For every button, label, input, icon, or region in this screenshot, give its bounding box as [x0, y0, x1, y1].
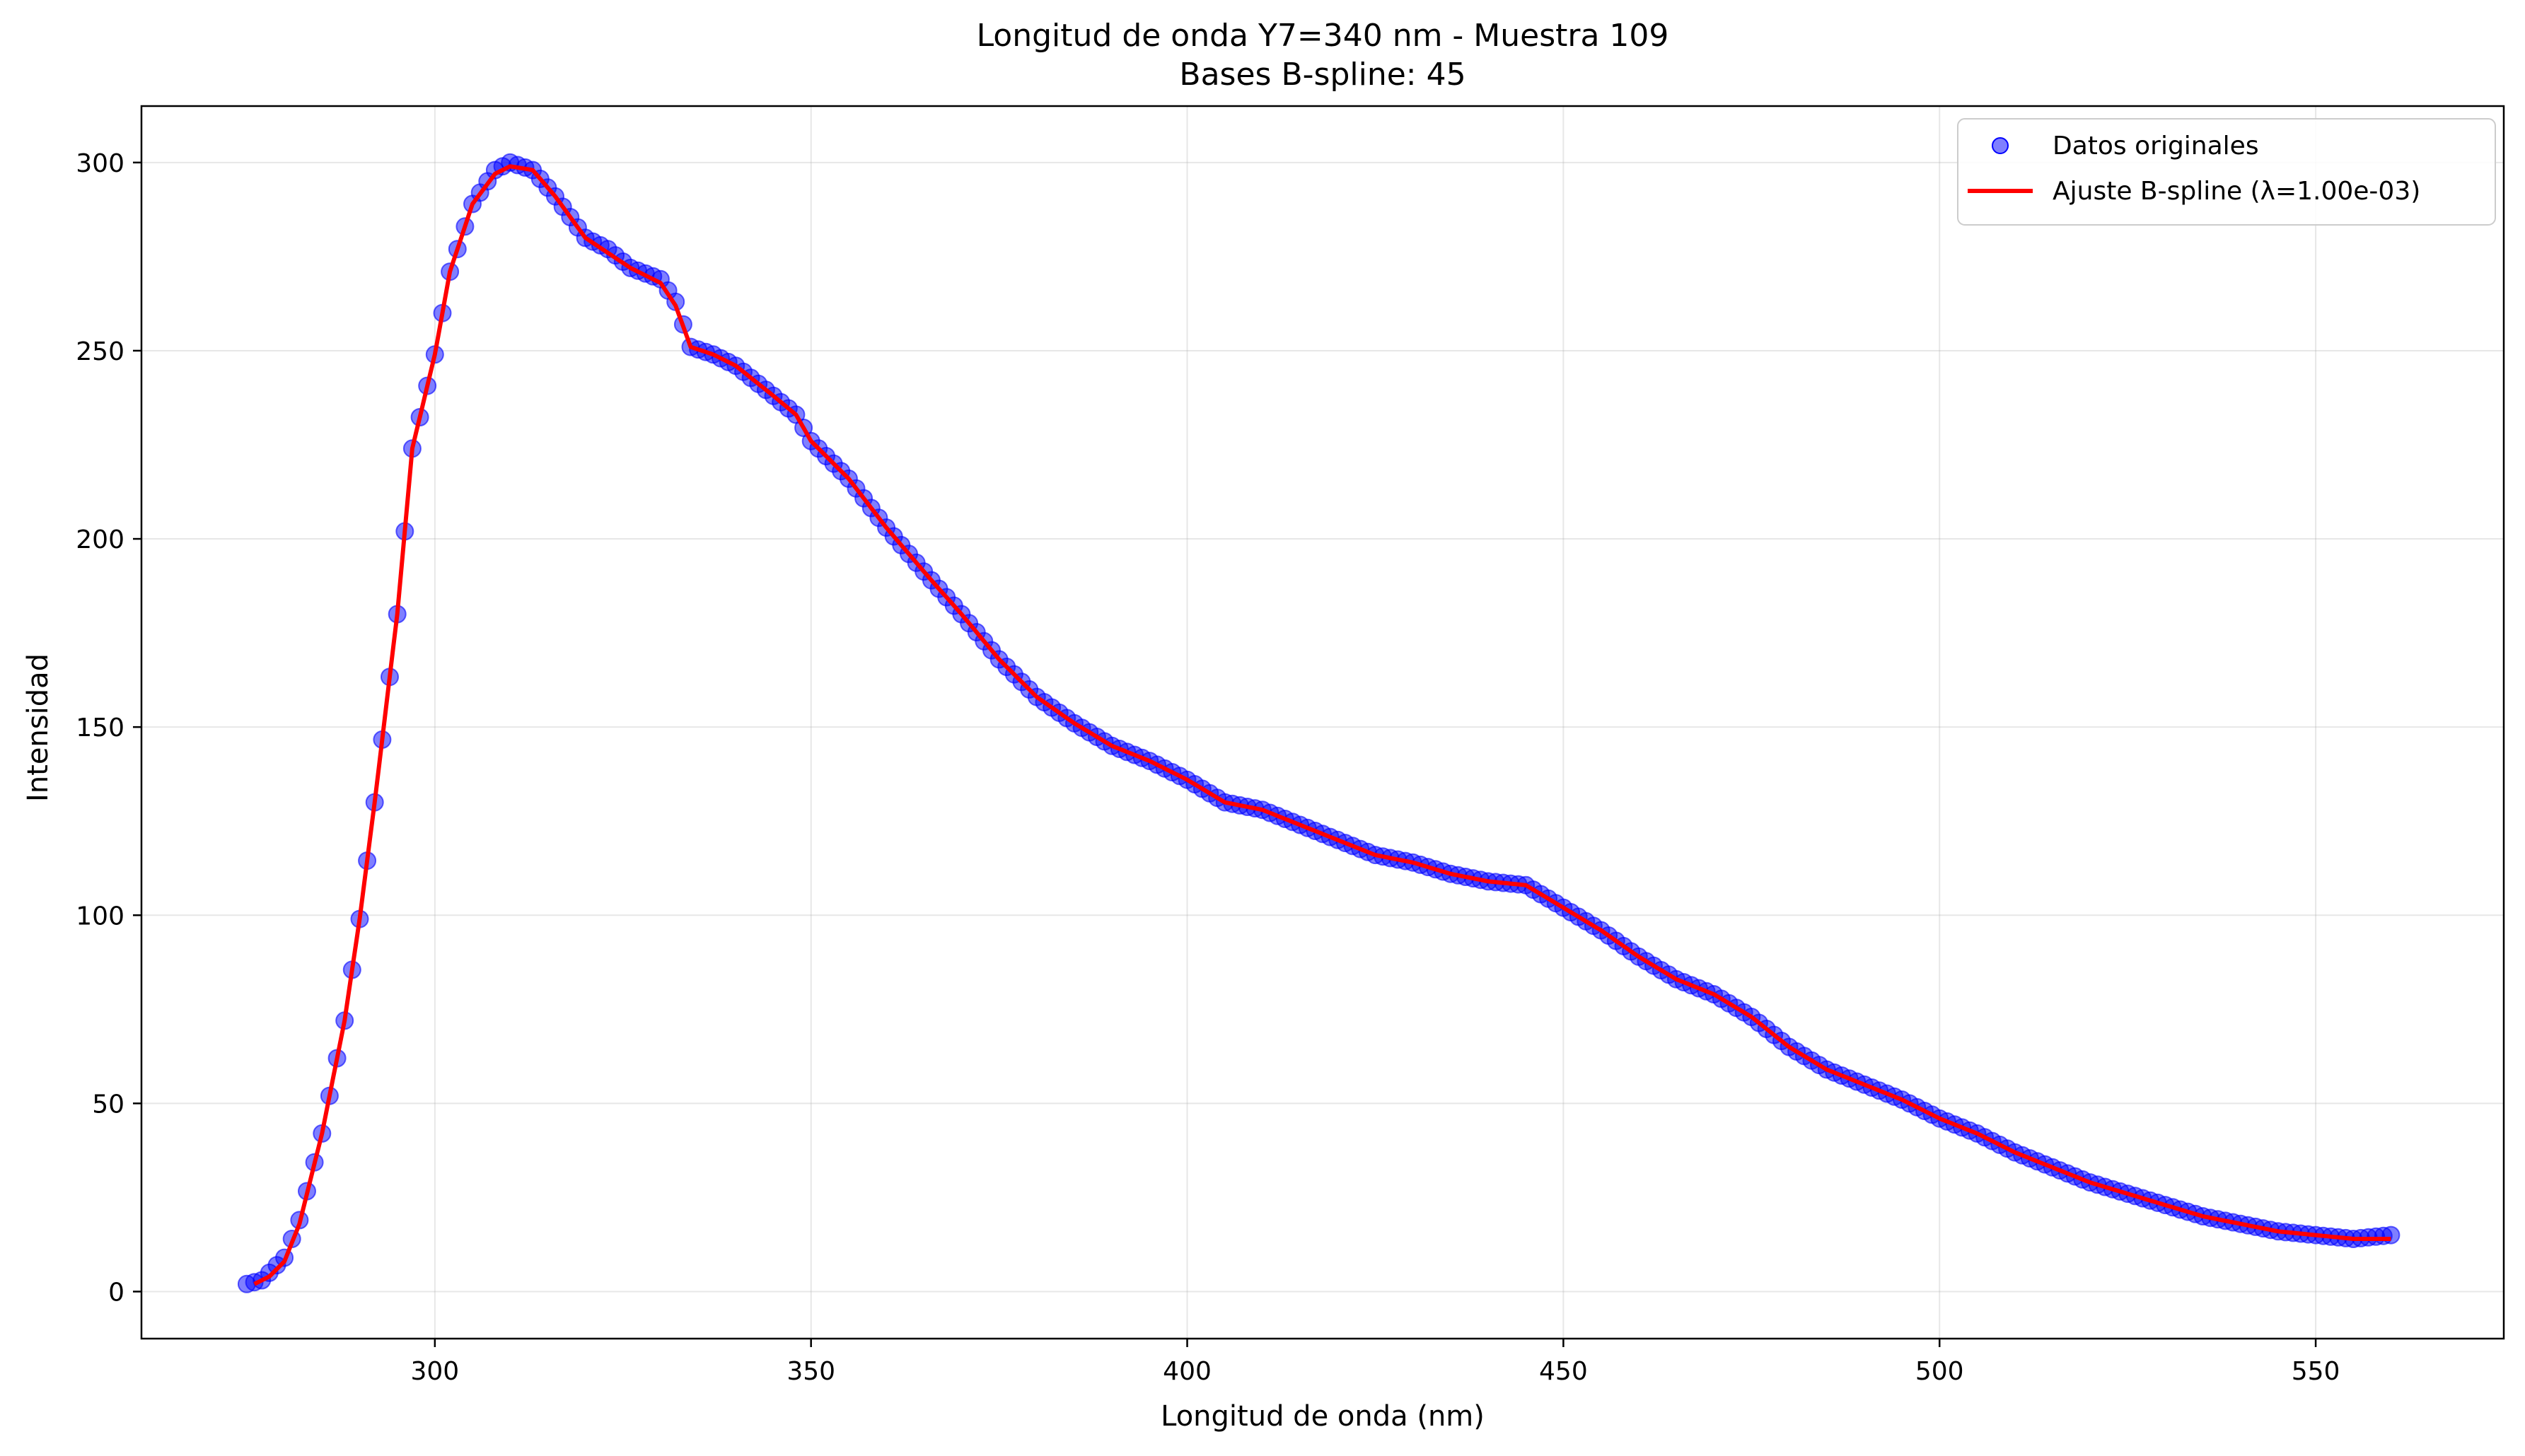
- legend-scatter-label: Datos originales: [2053, 132, 2259, 161]
- legend: Datos originales Ajuste B-spline (λ=1.00…: [1957, 118, 2496, 226]
- legend-fit-label: Ajuste B-spline (λ=1.00e-03): [2053, 177, 2420, 206]
- y-tick-label: 50: [92, 1090, 124, 1119]
- x-tick-label: 500: [1915, 1357, 1964, 1386]
- x-tick-label: 550: [2292, 1357, 2340, 1386]
- grid: [141, 106, 2504, 1339]
- y-tick-label: 250: [76, 337, 124, 366]
- plot-area: [237, 153, 2401, 1293]
- y-axis-label: Intensidad: [22, 653, 54, 802]
- chart-title: Longitud de onda Y7=340 nm - Muestra 109: [977, 18, 1669, 54]
- y-tick-label: 300: [76, 149, 124, 178]
- x-tick-label: 450: [1539, 1357, 1588, 1386]
- chart-subtitle: Bases B-spline: 45: [1179, 57, 1465, 93]
- x-tick-label: 400: [1163, 1357, 1212, 1386]
- axes: 300 350 400 450 500 550 0 50 100 150 200 250 300: [76, 105, 2505, 1386]
- axes-frame: [140, 105, 2505, 1340]
- fit-line: [253, 164, 2391, 1286]
- x-tick-label: 350: [786, 1357, 835, 1386]
- y-tick-label: 0: [108, 1278, 124, 1307]
- x-tick-label: 300: [410, 1357, 459, 1386]
- legend-box: [1957, 118, 2496, 226]
- x-axis-label: Longitud de onda (nm): [1161, 1400, 1485, 1433]
- legend-scatter-marker: [1992, 137, 2009, 154]
- y-tick-label: 150: [76, 714, 124, 742]
- y-tick-label: 100: [76, 902, 124, 931]
- y-tick-label: 200: [76, 525, 124, 554]
